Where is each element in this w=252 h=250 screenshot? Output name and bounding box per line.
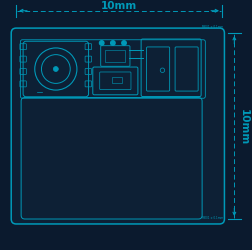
Circle shape <box>53 67 58 72</box>
Circle shape <box>110 42 115 46</box>
FancyBboxPatch shape <box>11 29 224 224</box>
Circle shape <box>121 42 126 46</box>
Text: MK01 ± 0.1mm: MK01 ± 0.1mm <box>201 24 222 28</box>
Text: 10mm: 10mm <box>101 0 137 10</box>
Circle shape <box>99 42 104 46</box>
Bar <box>111 78 121 84</box>
Bar <box>105 51 125 62</box>
Text: 10mm: 10mm <box>238 108 248 144</box>
Text: MK01 ± 0.1mm: MK01 ± 0.1mm <box>201 215 222 219</box>
